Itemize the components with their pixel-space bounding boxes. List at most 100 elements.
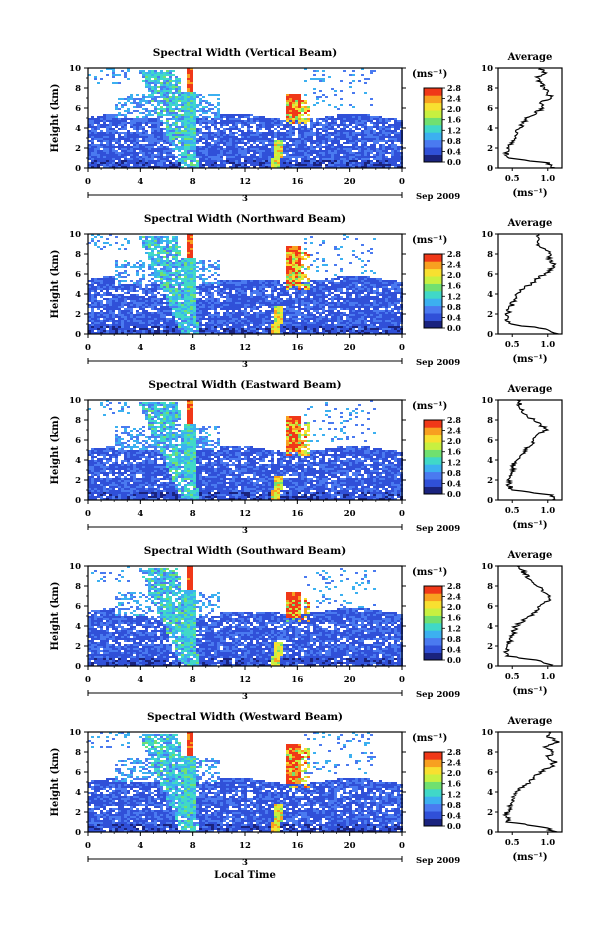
y-tick-label: 2 — [75, 642, 81, 652]
colorbar-tick-label: 2.0 — [447, 270, 461, 280]
date-month-year: Sep 2009 — [416, 192, 460, 202]
x-tick-label: 0 — [399, 675, 405, 685]
average-y-tick-label: 6 — [487, 436, 493, 446]
y-tick-label: 0 — [75, 164, 81, 174]
x-tick-label: 0 — [399, 343, 405, 353]
y-axis-label: Height (km) — [50, 416, 61, 485]
colorbar-swatch — [424, 283, 442, 292]
colorbar-swatch — [424, 471, 442, 480]
average-y-tick-label: 10 — [481, 230, 493, 240]
panel-4: Spectral Width (Southward Beam) 0 2 4 6 8 10 He… — [50, 545, 563, 702]
colorbar-tick-label: 2.4 — [447, 758, 461, 768]
colorbar-swatch — [424, 102, 442, 111]
average-y-tick-label: 0 — [487, 330, 493, 340]
average-x-tick-label: 1.0 — [540, 506, 555, 516]
colorbar-swatch — [424, 276, 442, 284]
x-tick-label: 0 — [399, 177, 405, 187]
colorbar-swatch — [424, 154, 442, 163]
date-month-year: Sep 2009 — [416, 524, 460, 534]
y-tick-label: 8 — [75, 416, 81, 426]
colorbar-tick-label: 0.8 — [447, 468, 461, 478]
average-profile-line — [504, 233, 559, 335]
x-tick-label: 4 — [137, 177, 143, 187]
average-y-tick-label: 8 — [487, 748, 493, 758]
colorbar-swatch — [424, 600, 442, 609]
colorbar-swatch — [424, 759, 442, 768]
colorbar-swatch — [424, 774, 442, 782]
x-tick-label: 20 — [344, 841, 356, 851]
y-tick-label: 10 — [69, 230, 81, 240]
x-tick-label: 8 — [190, 177, 196, 187]
average-y-tick-label: 6 — [487, 270, 493, 280]
colorbar-tick-label: 2.8 — [447, 415, 461, 425]
colorbar-tick-label: 2.0 — [447, 436, 461, 446]
colorbar-tick-label: 2.4 — [447, 592, 461, 602]
average-x-label: (ms⁻¹) — [512, 852, 547, 863]
colorbar-swatch — [424, 449, 442, 458]
panel-title: Spectral Width (Southward Beam) — [144, 545, 346, 557]
colorbar-swatch — [424, 457, 442, 465]
average-x-tick-label: 1.0 — [540, 838, 555, 848]
y-tick-label: 10 — [69, 64, 81, 74]
colorbar-tick-label: 0.0 — [447, 655, 461, 665]
colorbar-frame — [423, 419, 443, 495]
date-month-year: Sep 2009 — [416, 856, 460, 866]
colorbar-tick-label: 0.8 — [447, 800, 461, 810]
colorbar-frame — [423, 253, 443, 329]
panel-title: Spectral Width (Vertical Beam) — [153, 47, 337, 59]
colorbar-swatch — [424, 752, 442, 760]
x-tick-label: 12 — [239, 841, 251, 851]
colorbar-swatch — [424, 117, 442, 126]
colorbar-swatch — [424, 427, 442, 436]
y-tick-label: 0 — [75, 662, 81, 672]
colorbar-swatch — [424, 608, 442, 616]
average-y-tick-label: 4 — [487, 124, 493, 134]
colorbar-tick-label: 1.6 — [447, 281, 461, 291]
average-x-tick-label: 0.5 — [505, 174, 520, 184]
colorbar-unit: (ms⁻¹) — [412, 567, 447, 578]
colorbar-swatch — [424, 95, 442, 104]
x-tick-label: 12 — [239, 177, 251, 187]
colorbar-swatch — [424, 652, 442, 661]
average-profile-line — [502, 731, 560, 833]
date-day: 3 — [242, 692, 248, 702]
x-tick-label: 16 — [291, 675, 303, 685]
average-y-tick-label: 0 — [487, 164, 493, 174]
x-tick-label: 8 — [190, 675, 196, 685]
average-y-tick-label: 0 — [487, 662, 493, 672]
average-x-tick-label: 0.5 — [505, 838, 520, 848]
average-frame — [497, 67, 563, 169]
average-x-tick-label: 1.0 — [540, 174, 555, 184]
x-tick-label: 4 — [137, 509, 143, 519]
colorbar-swatch — [424, 623, 442, 631]
y-tick-label: 6 — [75, 436, 81, 446]
y-tick-label: 2 — [75, 310, 81, 320]
x-tick-label: 12 — [239, 675, 251, 685]
y-axis-label: Height (km) — [50, 748, 61, 817]
average-y-tick-label: 10 — [481, 396, 493, 406]
colorbar-swatch — [424, 132, 442, 141]
average-y-tick-label: 8 — [487, 84, 493, 94]
x-tick-label: 8 — [190, 509, 196, 519]
date-day: 3 — [242, 360, 248, 370]
colorbar-tick-label: 1.2 — [447, 623, 461, 633]
average-profile-line — [502, 565, 554, 667]
date-day: 3 — [242, 194, 248, 204]
x-tick-label: 4 — [137, 343, 143, 353]
colorbar-tick-label: 0.0 — [447, 323, 461, 333]
colorbar-frame — [423, 751, 443, 827]
colorbar-swatch — [424, 818, 442, 827]
colorbar-frame — [423, 585, 443, 661]
average-y-tick-label: 4 — [487, 290, 493, 300]
colorbar-swatch — [424, 637, 442, 646]
colorbar-tick-label: 0.8 — [447, 136, 461, 146]
average-x-label: (ms⁻¹) — [512, 520, 547, 531]
y-tick-label: 6 — [75, 104, 81, 114]
y-tick-label: 2 — [75, 808, 81, 818]
colorbar-tick-label: 0.0 — [447, 821, 461, 831]
colorbar-tick-label: 0.4 — [447, 644, 461, 654]
panel-2: Spectral Width (Northward Beam) 0 2 4 6 8 10 He… — [50, 213, 563, 370]
colorbar-tick-label: 2.4 — [447, 426, 461, 436]
average-y-tick-label: 8 — [487, 250, 493, 260]
colorbar-swatch — [424, 464, 442, 473]
